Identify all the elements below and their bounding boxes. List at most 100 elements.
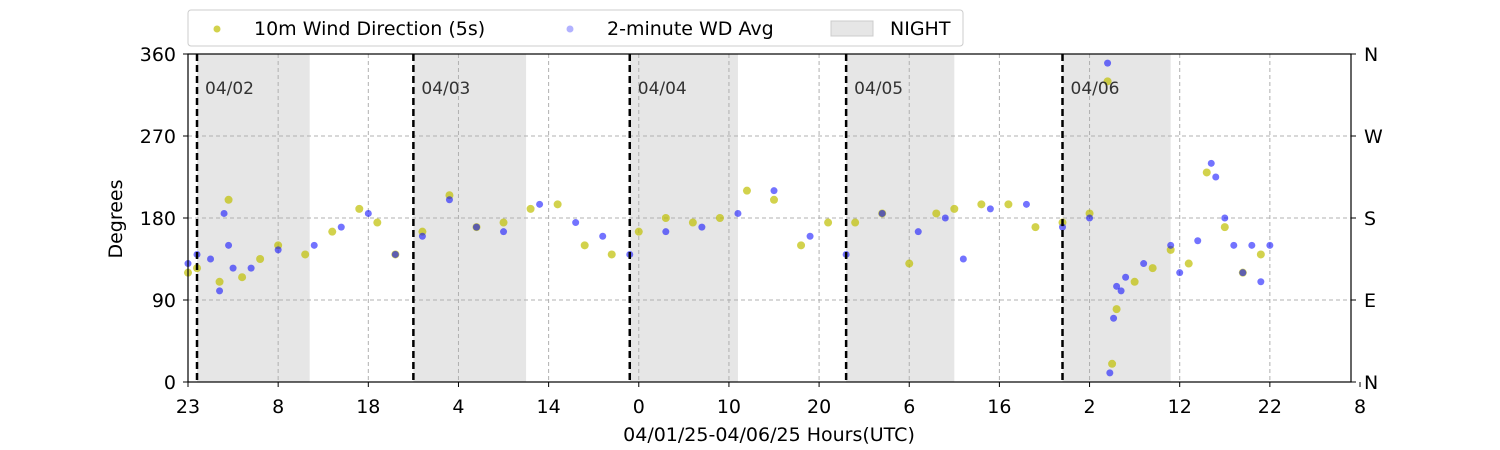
- wd-avg-point: [391, 250, 399, 258]
- wind-direction-point: [1108, 359, 1117, 368]
- wind-direction-point: [301, 250, 310, 259]
- wd-avg-point: [599, 232, 607, 240]
- wd-avg-point: [1266, 241, 1274, 249]
- wd-avg-point: [225, 241, 233, 249]
- wd-avg-point: [207, 255, 215, 263]
- wind-direction-point: [977, 200, 986, 209]
- wind-direction-point: [688, 218, 697, 227]
- wd-avg-point: [698, 223, 706, 231]
- wind-direction-point: [373, 218, 382, 227]
- wd-avg-point: [806, 232, 814, 240]
- night-band: [846, 54, 955, 382]
- wind-direction-point: [797, 241, 806, 250]
- wind-direction-point: [1103, 77, 1112, 86]
- day-marker-label: 04/04: [638, 79, 687, 99]
- wd-avg-point: [941, 214, 949, 222]
- wind-direction-point: [256, 255, 265, 263]
- x-tick-label: 8: [1354, 396, 1366, 418]
- wd-avg-point: [472, 223, 480, 231]
- wind-direction-point: [1112, 305, 1121, 314]
- wd-avg-point: [500, 228, 508, 236]
- wd-avg-point: [310, 241, 318, 249]
- wind-direction-point: [607, 250, 616, 259]
- wd-avg-point: [1086, 214, 1094, 222]
- x-tick-label: 8: [272, 396, 284, 418]
- day-marker-label: 04/02: [205, 79, 254, 99]
- wd-avg-point: [734, 209, 742, 217]
- compass-tick-label: N: [1364, 44, 1378, 66]
- wd-avg-point: [986, 205, 994, 213]
- legend-swatch-wind-direction: [213, 25, 221, 33]
- wd-avg-point: [1106, 369, 1114, 377]
- compass-tick-label: E: [1364, 290, 1376, 312]
- wd-avg-point: [445, 196, 453, 204]
- x-tick-label: 18: [356, 396, 380, 418]
- compass-tick-labels: N E S W N: [1364, 44, 1383, 394]
- wd-avg-point: [1140, 260, 1148, 268]
- wd-avg-point: [229, 264, 237, 272]
- wd-avg-point: [959, 255, 967, 263]
- legend-box: [187, 9, 964, 47]
- wd-avg-point: [337, 223, 345, 231]
- compass-tick-label: S: [1364, 208, 1376, 230]
- wd-avg-point: [418, 232, 426, 240]
- day-marker-label: 04/05: [854, 79, 903, 99]
- wd-avg-point: [1110, 314, 1118, 322]
- wd-avg-point: [1113, 282, 1121, 290]
- wind-direction-point: [634, 227, 643, 236]
- wd-avg-point: [1167, 241, 1175, 249]
- wind-direction-point: [1256, 250, 1265, 259]
- x-tick-label: 12: [1168, 396, 1192, 418]
- wd-avg-point: [1248, 241, 1256, 249]
- wind-direction-point: [905, 259, 914, 268]
- x-tick-label: 16: [987, 396, 1011, 418]
- wind-direction-point: [1004, 200, 1013, 209]
- x-tick-label: 10: [717, 396, 741, 418]
- y-tick-label: 270: [140, 126, 176, 148]
- wd-avg-point: [1221, 214, 1229, 222]
- wd-avg-point: [1122, 273, 1130, 281]
- y-axis-label: Degrees: [105, 179, 127, 258]
- wd-avg-point: [1194, 237, 1202, 245]
- day-marker-label: 04/06: [1071, 79, 1120, 99]
- wind-direction-point: [499, 218, 508, 227]
- legend-swatch-night: [830, 20, 874, 37]
- wd-avg-point: [216, 287, 224, 295]
- wd-avg-point: [770, 187, 778, 195]
- wind-direction-point: [580, 241, 589, 250]
- wd-avg-point: [1230, 241, 1238, 249]
- wd-avg-series: [184, 59, 1274, 377]
- wd-avg-point: [914, 228, 922, 236]
- x-tick-label: 2: [1084, 396, 1096, 418]
- y-tick-label: 90: [152, 290, 176, 312]
- y-tick-label: 180: [140, 208, 176, 230]
- y-tick-label: 360: [140, 44, 176, 66]
- wind-direction-point: [328, 227, 337, 236]
- legend: 10m Wind Direction (5s) 2-minute WD Avg …: [187, 9, 964, 47]
- x-tick-label: 6: [903, 396, 915, 418]
- wd-avg-point: [364, 209, 372, 217]
- wind-direction-point: [1202, 168, 1211, 177]
- x-tick-labels: 23 8 18 4 14 0 10 20 6 16 2 12 22 8: [176, 396, 1366, 418]
- plot-area: 23 8 18 4 14 0 10 20 6 16 2 12 22 8 04/02 04/03 04/04 04/…: [140, 44, 1383, 418]
- wd-avg-point: [1059, 223, 1067, 231]
- wind-direction-point: [851, 218, 860, 227]
- wind-direction-point: [526, 204, 535, 213]
- wind-direction-point: [355, 204, 364, 213]
- wind-direction-point: [742, 186, 751, 195]
- wind-direction-point: [1031, 223, 1040, 232]
- wind-direction-point: [224, 195, 233, 204]
- wd-avg-point: [1212, 173, 1220, 181]
- wind-direction-point: [661, 214, 670, 222]
- x-tick-label: 20: [807, 396, 831, 418]
- wd-avg-point: [220, 209, 228, 217]
- wind-direction-point: [715, 214, 724, 222]
- wind-direction-point: [1130, 277, 1139, 286]
- wind-direction-point: [950, 204, 959, 213]
- wind-direction-point: [1220, 223, 1229, 232]
- wd-avg-point: [572, 219, 580, 227]
- x-tick-label: 14: [537, 396, 561, 418]
- wd-avg-point: [1257, 278, 1265, 286]
- wind-direction-point: [215, 277, 224, 286]
